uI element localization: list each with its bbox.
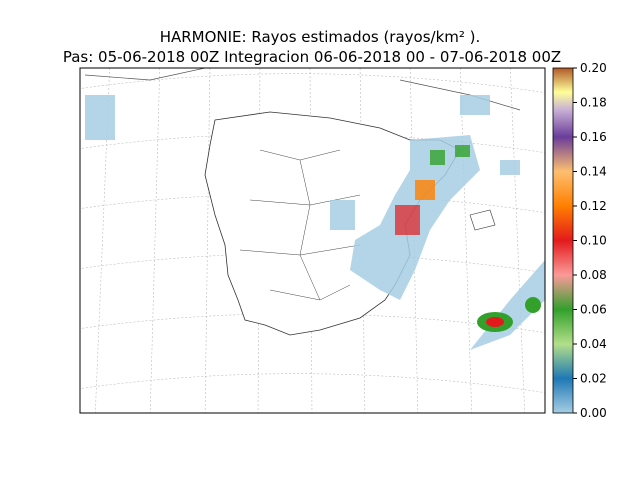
colorbar-tick-label: 0.06 xyxy=(580,303,607,317)
map-frame xyxy=(79,67,546,414)
colorbar-tick-label: 0.02 xyxy=(580,372,607,386)
map-subtitle: Pas: 05-06-2018 00Z Integracion 06-06-20… xyxy=(63,48,561,66)
colorbar xyxy=(552,67,574,414)
map-area xyxy=(80,68,545,413)
colorbar-tick-label: 0.20 xyxy=(580,61,607,75)
colorbar-tick-label: 0.14 xyxy=(580,165,607,179)
colorbar-tick-label: 0.00 xyxy=(580,406,607,420)
islands xyxy=(469,209,496,231)
map-title: HARMONIE: Rayos estimados (rayos/km² ). xyxy=(160,28,481,46)
colorbar-tick-label: 0.18 xyxy=(580,96,607,110)
colorbar-tick-label: 0.10 xyxy=(580,234,607,248)
lightning-cores xyxy=(395,145,541,332)
colorbar-tick-label: 0.16 xyxy=(580,130,607,144)
regions xyxy=(239,149,361,301)
colorbar-tick-label: 0.04 xyxy=(580,337,607,351)
colorbar-tick-label: 0.12 xyxy=(580,199,607,213)
coastline xyxy=(84,68,521,111)
colorbar-tick-label: 0.08 xyxy=(580,268,607,282)
